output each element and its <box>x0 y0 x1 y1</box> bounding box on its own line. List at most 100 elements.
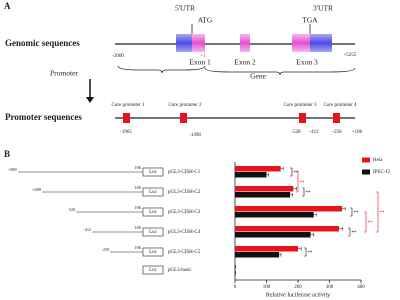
error-bar <box>342 207 346 211</box>
exon-label: Exon 2 <box>234 58 256 67</box>
significance-label: ** <box>294 171 300 176</box>
legend-swatch <box>362 169 370 175</box>
bar <box>235 212 314 218</box>
utr5-label: 5'UTR <box>175 4 195 13</box>
construct-end: 106 <box>134 165 142 170</box>
core-box <box>180 113 187 123</box>
construct-start: -1965 <box>8 167 17 172</box>
legend-label: Hela <box>373 158 383 163</box>
gene-label: Gene <box>250 72 266 81</box>
bar <box>235 252 280 258</box>
significance-label: ** <box>300 181 306 186</box>
core-label: Core promoter 4 <box>323 103 357 108</box>
significance-bracket <box>296 171 299 193</box>
bar <box>235 226 339 232</box>
bar <box>235 172 267 178</box>
bar <box>235 206 343 212</box>
significance-label: ** <box>354 211 360 216</box>
construct-end: 106 <box>134 185 142 190</box>
reporter-label: Luc <box>149 170 158 175</box>
legend-label: IPEC-J2 <box>373 170 390 175</box>
error-bar <box>310 233 315 237</box>
significance-bracket <box>290 167 293 177</box>
panel-label: A <box>4 1 11 11</box>
core-label: Core promoter 2 <box>168 103 202 108</box>
x-tick-label: 100 <box>263 285 271 290</box>
panel-label: B <box>4 149 10 159</box>
error-bar <box>338 227 344 231</box>
reporter-label: Luc <box>149 230 158 235</box>
error-bar <box>266 173 269 177</box>
construct-end: 106 <box>134 205 142 210</box>
significance-bracket <box>302 187 305 197</box>
reporter-box <box>142 227 164 237</box>
significance-bracket <box>376 191 379 233</box>
start-label: -2000 <box>112 54 124 59</box>
arrow-head <box>86 97 94 103</box>
significance-label: ** <box>380 211 386 216</box>
error-bar <box>280 167 284 171</box>
utr3-box <box>310 34 332 52</box>
significance-label: ** <box>308 251 314 256</box>
utr3-label: 3'UTR <box>313 4 333 13</box>
significance-bracket <box>348 227 351 237</box>
category-label: pGL3-basic <box>168 268 192 273</box>
reporter-label: Luc <box>149 268 158 273</box>
exon3-box <box>292 34 310 52</box>
x-tick-label: 400 <box>357 285 365 290</box>
core-box <box>299 113 306 123</box>
tss-label: +1 <box>200 54 206 59</box>
exon-label: Exon 1 <box>189 58 211 67</box>
atg-label: ATG <box>198 16 213 25</box>
x-tick-label: 0 <box>234 285 237 290</box>
significance-label: ** <box>306 191 312 196</box>
category-label: pGL3-CISH-C2 <box>168 190 201 195</box>
reporter-box <box>142 167 164 177</box>
error-bar <box>235 271 236 275</box>
reporter-box <box>142 207 164 217</box>
position-label: -1965 <box>120 130 132 135</box>
error-bar <box>290 193 293 197</box>
significance-label: ** <box>368 221 374 226</box>
significance-bracket <box>364 211 367 233</box>
error-bar <box>279 253 282 257</box>
exon-label: Exon 3 <box>296 58 318 67</box>
bar <box>235 192 291 198</box>
error-bar <box>235 265 236 269</box>
category-label: pGL3-CISH-C1 <box>168 170 201 175</box>
promoter-brace <box>117 65 206 74</box>
bar <box>235 246 298 252</box>
reporter-label: Luc <box>149 190 158 195</box>
tga-label: TGA <box>302 16 318 25</box>
position-label: -1498 <box>189 133 201 138</box>
construct-start: -528 <box>68 207 75 212</box>
error-bar <box>298 247 302 251</box>
legend-swatch <box>362 157 370 163</box>
x-tick-label: 200 <box>294 285 302 290</box>
construct-start: -412 <box>84 227 91 232</box>
construct-end: 106 <box>134 245 142 250</box>
promoter-title: Promoter sequences <box>5 112 82 122</box>
category-label: pGL3-CISH-C5 <box>168 250 201 255</box>
construct-start: -258 <box>102 247 109 252</box>
bar <box>235 186 294 192</box>
reporter-box <box>142 247 164 257</box>
core-label: Core promoter 3 <box>283 103 317 108</box>
genomic-title: Genomic sequences <box>5 38 80 48</box>
significance-label: ** <box>352 231 358 236</box>
bar <box>235 166 281 172</box>
exon2-box <box>240 34 250 52</box>
construct-end: 106 <box>134 225 142 230</box>
construct-start: -1498 <box>32 187 41 192</box>
reporter-label: Luc <box>149 250 158 255</box>
x-tick-label: 300 <box>326 285 334 290</box>
position-label: +106 <box>352 130 363 135</box>
significance-bracket <box>350 207 353 217</box>
position-label: -528 <box>291 130 301 135</box>
category-label: pGL3-CISH-C4 <box>168 230 201 235</box>
reporter-box <box>142 265 164 275</box>
exon1-box <box>192 34 205 52</box>
error-bar <box>313 213 317 217</box>
position-label: -258 <box>332 130 342 135</box>
